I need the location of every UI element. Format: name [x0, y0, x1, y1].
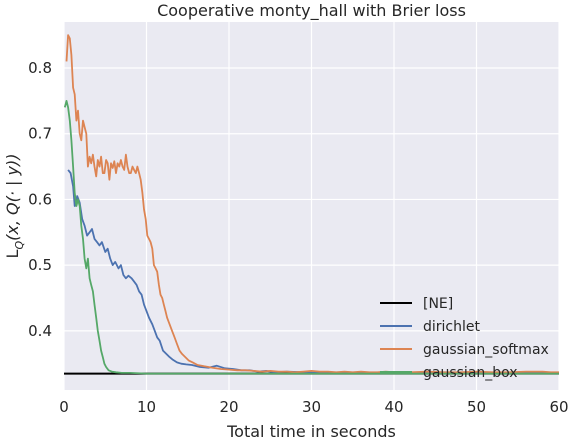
- x-tick-label: 10: [137, 398, 156, 416]
- x-tick-label: 30: [302, 398, 321, 416]
- x-tick-label: 20: [219, 398, 238, 416]
- y-tick-label: 0.6: [28, 190, 52, 208]
- grid-lines: [63, 22, 560, 390]
- legend-label-dirichlet: dirichlet: [423, 319, 480, 335]
- tick-labels: 0 10 20 30 40 50 60 0.4 0.5 0.6 0.7 0.8: [28, 59, 568, 416]
- series-line-gaussian-box: [63, 100, 559, 375]
- y-axis-title: LQ(x, Q(· | y)): [3, 154, 26, 259]
- x-tick-label: 40: [384, 398, 403, 416]
- series-line-gaussian-softmax: [65, 34, 559, 374]
- legend-label-gaussian-box: gaussian_box: [423, 365, 518, 381]
- x-tick-label: 0: [59, 398, 69, 416]
- x-axis-title: Total time in seconds: [226, 422, 396, 441]
- x-tick-label: 60: [549, 398, 568, 416]
- x-tick-label: 50: [467, 398, 486, 416]
- y-tick-label: 0.8: [28, 59, 52, 77]
- y-tick-label: 0.5: [28, 256, 52, 274]
- y-tick-label: 0.4: [28, 322, 52, 340]
- legend: [NE] dirichlet gaussian_softmax gaussian_bo…: [380, 296, 549, 381]
- legend-label-ne: [NE]: [423, 296, 453, 312]
- chart-title: Cooperative monty_hall with Brier loss: [157, 1, 466, 21]
- series-lines: [63, 34, 560, 375]
- legend-label-gaussian-softmax: gaussian_softmax: [423, 342, 549, 358]
- y-tick-label: 0.7: [28, 125, 52, 143]
